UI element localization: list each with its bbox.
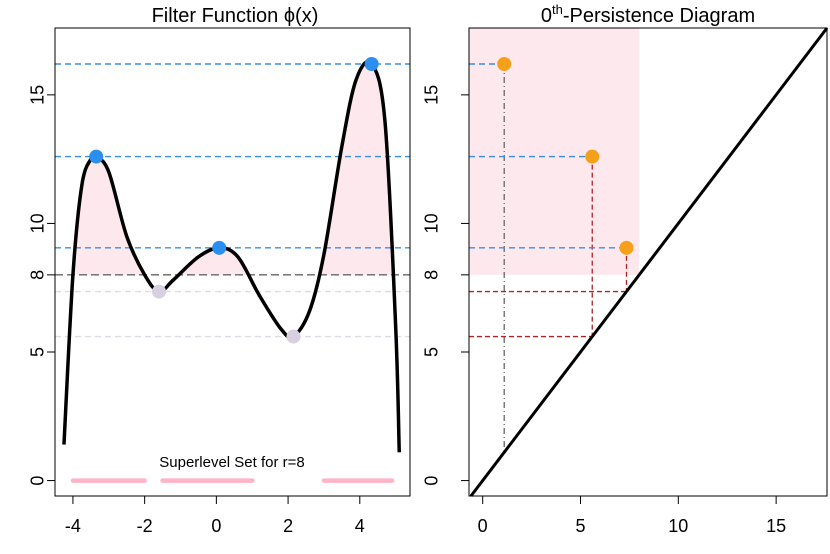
local-max-point-0 — [89, 149, 104, 164]
x-tick-label-1: -2 — [137, 516, 153, 536]
panel2-axes: 0 5 10 15 0 5 8 10 15 — [421, 85, 786, 536]
shaded-region-rect — [469, 28, 640, 275]
panel2-frame — [468, 27, 828, 497]
panel1-title: Filter Function ϕ(x) — [152, 5, 319, 27]
panel2-shaded-region — [469, 28, 640, 275]
local-min-point-1 — [286, 329, 301, 344]
panel1-axes: -4 -2 0 2 4 0 5 8 10 15 — [27, 85, 365, 536]
x-tick-label-0: -4 — [65, 516, 81, 536]
panel1-frame — [54, 27, 411, 497]
y2-tick-label-2: 8 — [421, 270, 441, 280]
x-tick-label-4: 4 — [355, 516, 365, 536]
diagonal-line — [469, 27, 829, 497]
x-tick-label-2: 0 — [211, 516, 221, 536]
panel2-guide-lines — [469, 63, 628, 453]
x2-tick-label-2: 10 — [668, 516, 688, 536]
x2-tick-label-3: 15 — [766, 516, 786, 536]
superlevel-shade — [63, 61, 400, 275]
y2-tick-label-1: 5 — [421, 347, 441, 357]
persistence-diagram-panel: 0th-Persistence Diagram 0 5 10 15 0 5 8 10 15 — [421, 2, 829, 536]
panel1-points — [89, 57, 379, 344]
local-min-point-0 — [151, 284, 166, 299]
y-tick-label-1: 5 — [27, 347, 47, 357]
local-max-point-2 — [364, 57, 379, 71]
panel2-points — [497, 57, 634, 255]
diagram-point-0 — [497, 57, 512, 71]
y-tick-label-0: 0 — [27, 476, 47, 486]
x2-tick-label-1: 5 — [576, 516, 586, 536]
y2-tick-label-3: 10 — [421, 213, 441, 233]
local-max-point-1 — [212, 240, 227, 255]
x-tick-label-3: 2 — [283, 516, 293, 536]
panel2-title: 0th-Persistence Diagram — [541, 2, 755, 27]
filter-function-panel: Filter Function ϕ(x) Superlevel Set for … — [27, 5, 411, 536]
y2-tick-label-4: 15 — [421, 85, 441, 105]
panel1-reference-lines — [55, 63, 410, 338]
x2-tick-label-0: 0 — [478, 516, 488, 536]
y2-tick-label-0: 0 — [421, 476, 441, 486]
diagram-point-2 — [619, 240, 634, 255]
superlevel-annotation: Superlevel Set for r=8 — [159, 454, 305, 471]
y-tick-label-3: 10 — [27, 213, 47, 233]
diagram-point-1 — [585, 149, 600, 164]
y-tick-label-4: 15 — [27, 85, 47, 105]
panel1-shaded-area — [63, 61, 400, 275]
y-tick-label-2: 8 — [27, 270, 47, 280]
